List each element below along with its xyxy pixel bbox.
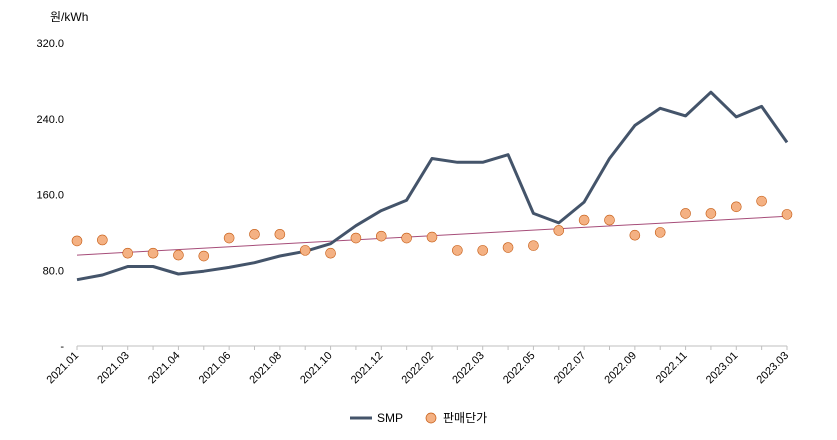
- x-tick-label: 2022.05: [501, 350, 538, 387]
- scatter-point: [756, 195, 767, 207]
- x-tick-label: 2023.03: [755, 350, 792, 387]
- x-tick-label: 2021.06: [197, 350, 234, 387]
- x-tick-label: 2021.01: [45, 350, 82, 387]
- y-tick-label: 80.0: [43, 265, 64, 277]
- scatter-point: [730, 201, 742, 213]
- y-tick-label: -: [60, 341, 64, 353]
- legend-swatch-sales-price: [425, 412, 437, 424]
- x-tick-label: 2021.04: [146, 350, 183, 387]
- x-tick-label: 2021.08: [247, 350, 284, 387]
- scatter-point: [97, 234, 108, 246]
- scatter-point: [173, 249, 184, 261]
- x-tick-label: 2022.07: [552, 350, 589, 387]
- scatter-point: [452, 245, 463, 256]
- y-tick-label: 160.0: [36, 190, 64, 202]
- scatter-point: [477, 245, 489, 256]
- scatter-point: [147, 247, 159, 259]
- x-axis-labels: 2021.01 2021.03 2021.04 2021.06 2021.08 2021.…: [45, 350, 792, 387]
- scatter-point: [122, 247, 134, 259]
- y-axis-labels: - 80.0 160.0 240.0 320.0: [36, 38, 64, 353]
- x-axis-ticks: [76, 346, 788, 350]
- y-unit-label: 원/kWh: [50, 10, 88, 24]
- scatter-point: [426, 231, 438, 243]
- series-line-smp: [76, 90, 789, 282]
- x-tick-label: 2022.02: [400, 350, 437, 387]
- legend-label-smp: SMP: [377, 411, 403, 425]
- scatter-point: [553, 225, 565, 236]
- y-tick-label: 240.0: [36, 114, 64, 126]
- x-tick-label: 2021.12: [349, 350, 386, 387]
- scatter-point: [274, 228, 286, 240]
- scatter-point: [375, 230, 387, 242]
- legend: SMP 판매단가: [350, 411, 487, 425]
- scatter-point: [781, 209, 793, 220]
- scatter-point: [604, 214, 615, 226]
- scatter-point: [629, 229, 641, 241]
- scatter-point: [654, 227, 666, 238]
- scatter-point: [680, 208, 691, 219]
- scatter-point: [299, 245, 311, 256]
- series-points-sales-price: [71, 195, 793, 262]
- legend-label-sales-price: 판매단가: [443, 411, 487, 425]
- scatter-point: [401, 232, 412, 244]
- scatter-point: [223, 232, 235, 244]
- y-tick-label: 320.0: [36, 38, 64, 50]
- scatter-point: [705, 208, 717, 219]
- scatter-point: [198, 250, 210, 262]
- scatter-point: [502, 242, 514, 253]
- x-tick-label: 2022.11: [654, 350, 690, 386]
- scatter-point: [249, 228, 260, 240]
- scatter-point: [528, 240, 539, 251]
- x-tick-label: 2021.10: [298, 350, 335, 387]
- scatter-point: [350, 232, 362, 244]
- x-tick-label: 2022.03: [450, 350, 487, 387]
- scatter-point: [578, 214, 590, 226]
- x-tick-label: 2023.01: [704, 350, 741, 387]
- scatter-point: [71, 235, 83, 247]
- x-tick-label: 2022.09: [602, 350, 639, 387]
- x-tick-label: 2021.03: [95, 350, 132, 387]
- scatter-point: [325, 247, 336, 259]
